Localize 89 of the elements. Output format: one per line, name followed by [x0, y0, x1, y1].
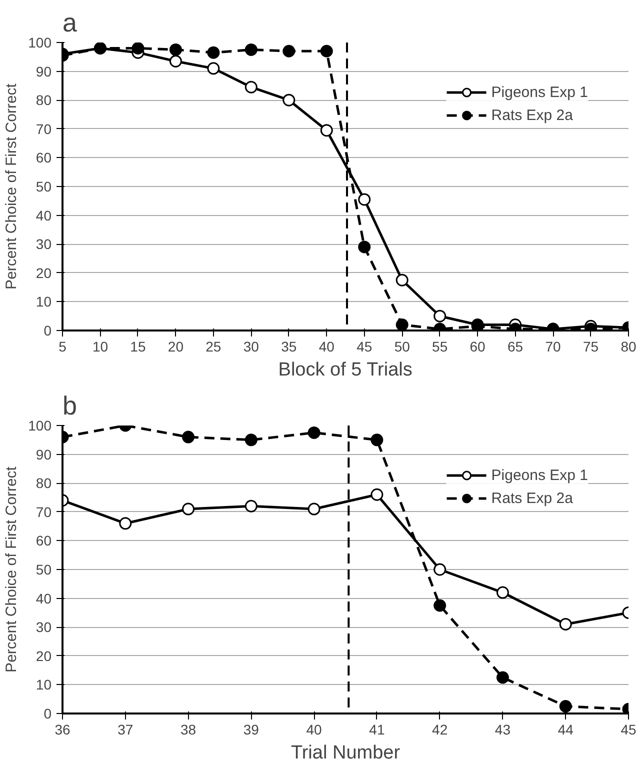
y-axis-title: Percent Choice of First Correct	[3, 82, 20, 290]
point	[244, 80, 258, 94]
y-tick-label: 80	[36, 92, 52, 108]
point	[320, 124, 333, 137]
point	[358, 193, 371, 206]
point	[396, 318, 408, 330]
y-tick-label: 90	[36, 446, 52, 462]
x-tick-label: 37	[118, 722, 134, 738]
x-tick-label: 55	[432, 338, 448, 354]
y-tick-label: 40	[36, 590, 52, 606]
point	[370, 488, 384, 501]
y-tick-label: 100	[28, 34, 52, 50]
point	[308, 426, 320, 439]
x-tick-label: 38	[180, 722, 196, 738]
x-tick-label: 65	[508, 338, 524, 354]
point	[559, 700, 572, 713]
y-tick-label: 70	[36, 504, 52, 520]
y-tick-label: 30	[36, 619, 52, 636]
x-tick-label: 43	[494, 722, 511, 738]
y-tick-label: 40	[36, 207, 52, 224]
point	[182, 430, 195, 444]
x-tick-label: 40	[306, 722, 322, 738]
y-tick-label: 20	[36, 648, 52, 664]
x-tick-label: 75	[582, 338, 599, 354]
point	[282, 44, 296, 58]
y-tick-label: 0	[44, 706, 52, 722]
x-tick-label: 39	[243, 722, 260, 738]
y-tick-label: 10	[36, 676, 52, 693]
point	[282, 94, 296, 106]
point	[370, 434, 384, 446]
y-tick-label: 60	[36, 532, 52, 549]
x-tick-label: 15	[130, 338, 146, 354]
legend-label: Rats Exp 2a	[491, 106, 573, 124]
legend-label: Rats Exp 2a	[491, 490, 573, 506]
point	[308, 502, 320, 516]
point	[207, 62, 220, 75]
legend-label: Pigeons Exp 1	[491, 84, 588, 100]
x-tick-label: 41	[369, 722, 385, 738]
point	[434, 563, 446, 576]
x-tick-label: 45	[620, 722, 636, 738]
point	[559, 618, 572, 630]
point	[434, 310, 446, 322]
y-tick-label: 10	[36, 294, 52, 310]
y-tick-label: 0	[44, 322, 52, 338]
x-tick-label: 20	[168, 338, 184, 354]
point	[396, 274, 408, 286]
point	[132, 42, 144, 54]
point	[434, 599, 446, 612]
x-tick-label: 36	[54, 722, 70, 738]
y-tick-label: 100	[28, 418, 52, 434]
point	[169, 43, 182, 56]
y-tick-label: 50	[36, 178, 52, 194]
chart-title: b	[62, 390, 77, 420]
point	[182, 502, 195, 516]
y-tick-label: 20	[36, 264, 52, 281]
y-tick-label: 50	[36, 562, 52, 578]
x-tick-label: 5	[58, 338, 67, 354]
point	[320, 44, 333, 58]
point	[244, 500, 258, 512]
x-tick-label: 40	[318, 338, 335, 354]
x-tick-label: 30	[243, 338, 260, 354]
x-tick-label: 35	[281, 338, 297, 354]
y-tick-label: 60	[36, 150, 52, 166]
x-tick-label: 60	[470, 338, 486, 354]
legend-label: Pigeons Exp 1	[491, 466, 588, 484]
x-axis-title: Trial Number	[290, 742, 401, 764]
y-tick-label: 30	[36, 236, 52, 252]
point	[207, 46, 220, 59]
point	[244, 434, 258, 446]
point	[496, 671, 509, 684]
x-tick-label: 70	[545, 338, 562, 354]
y-tick-label: 90	[36, 63, 52, 80]
point	[244, 43, 258, 56]
point	[169, 54, 182, 68]
x-tick-label: 45	[356, 338, 372, 354]
x-tick-label: 44	[558, 722, 574, 738]
y-axis-title: Percent Choice of First Correct	[3, 466, 20, 672]
x-tick-label: 50	[394, 338, 410, 354]
y-tick-label: 80	[36, 475, 52, 492]
point	[496, 586, 509, 599]
x-tick-label: 10	[92, 338, 108, 354]
point	[358, 240, 371, 254]
x-tick-label: 42	[432, 722, 448, 738]
point	[119, 517, 132, 530]
x-axis-title: Block of 5 Trials	[278, 360, 412, 380]
chart-title: a	[62, 8, 78, 38]
x-tick-label: 25	[206, 338, 222, 354]
y-tick-label: 70	[36, 120, 52, 137]
x-tick-label: 80	[620, 338, 636, 354]
